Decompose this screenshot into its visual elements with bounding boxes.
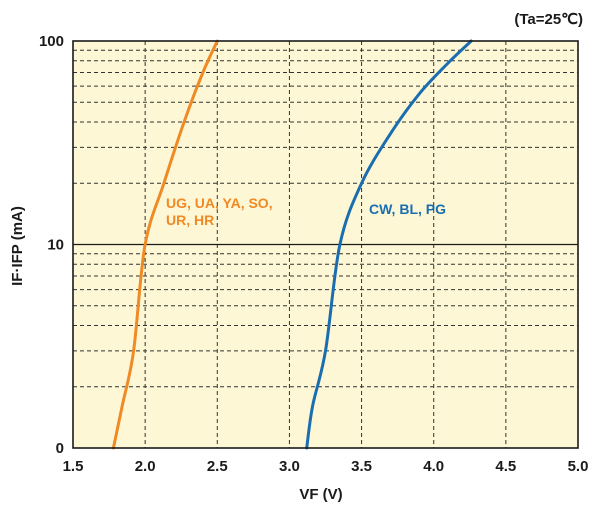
x-tick-label: 3.0 — [279, 458, 300, 475]
x-tick-label: 5.0 — [568, 458, 589, 475]
series-curves — [111, 39, 473, 450]
plot-frame — [72, 40, 579, 449]
x-tick-labels: 1.5 2.0 2.5 3.0 3.5 4.0 4.5 5.0 — [63, 458, 589, 475]
x-tick-label: 1.5 — [63, 458, 84, 475]
series-curve-2 — [305, 39, 473, 450]
y-tick-label: 0 — [56, 440, 64, 457]
y-tick-label: 10 — [47, 237, 64, 254]
grid-lines — [73, 41, 578, 448]
x-tick-label: 2.5 — [207, 458, 228, 475]
series-label-2: CW, BL, PG — [369, 201, 446, 217]
series-label-1: UG, UA, YA, SO, — [166, 195, 273, 211]
x-tick-label: 4.0 — [423, 458, 444, 475]
x-tick-label: 4.5 — [495, 458, 516, 475]
x-tick-label: 2.0 — [135, 458, 156, 475]
y-tick-label: 100 — [39, 33, 64, 50]
series-labels: UG, UA, YA, SO,UR, HR CW, BL, PG — [166, 195, 446, 228]
x-tick-label: 3.5 — [351, 458, 372, 475]
x-axis-label: VF (V) — [299, 486, 342, 503]
y-axis-label: IF·IFP (mA) — [9, 206, 26, 286]
condition-label: (Ta=25℃) — [514, 11, 583, 28]
y-tick-labels: 0 10 100 — [39, 33, 64, 457]
series-label-1: UR, HR — [166, 212, 214, 228]
series-curve-1 — [111, 39, 219, 450]
